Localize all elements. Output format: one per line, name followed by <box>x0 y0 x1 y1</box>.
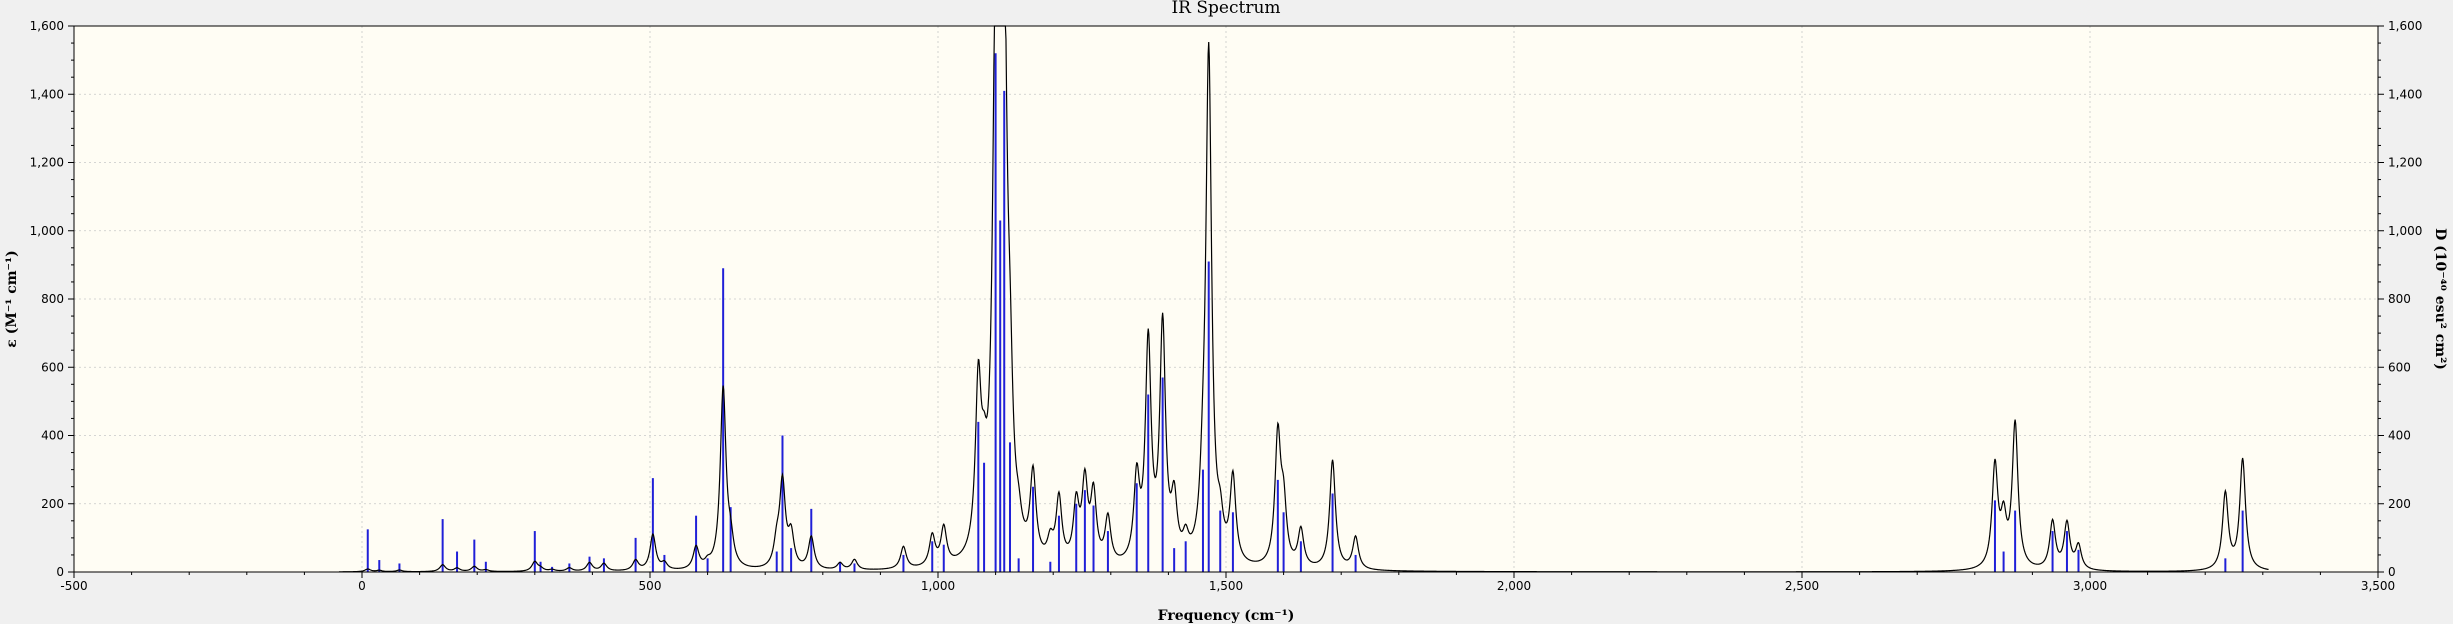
x-tick-label: 3,000 <box>2073 579 2107 593</box>
y-tick-label-right: 200 <box>2388 497 2411 511</box>
x-tick-label: 500 <box>639 579 662 593</box>
x-tick-label: 3,500 <box>2361 579 2395 593</box>
x-tick-label: 0 <box>358 579 366 593</box>
stick-series <box>366 53 2244 572</box>
y-tick-label-right: 1,400 <box>2388 87 2422 101</box>
y-tick-label-left: 1,600 <box>30 19 64 33</box>
y-tick-label-right: 600 <box>2388 360 2411 374</box>
x-tick-label: 1,500 <box>1209 579 1243 593</box>
y-tick-label-right: 800 <box>2388 292 2411 306</box>
y-tick-label-right: 400 <box>2388 429 2411 443</box>
y-tick-label-right: 1,200 <box>2388 156 2422 170</box>
y-tick-label-left: 0 <box>56 565 64 579</box>
y-axis-label-left: ε (M⁻¹ cm⁻¹) <box>4 250 20 347</box>
y-tick-label-right: 0 <box>2388 565 2396 579</box>
chart-title: IR Spectrum <box>1171 0 1280 18</box>
y-tick-label-left: 1,000 <box>30 224 64 238</box>
y-tick-label-left: 600 <box>41 360 64 374</box>
spectrum-line <box>338 25 2269 573</box>
x-axis-label: Frequency (cm⁻¹) <box>1158 608 1295 624</box>
y-tick-label-right: 1,000 <box>2388 224 2422 238</box>
y-tick-label-left: 1,400 <box>30 87 64 101</box>
x-tick-label: 1,000 <box>921 579 955 593</box>
y-tick-label-left: 1,200 <box>30 156 64 170</box>
y-tick-label-left: 200 <box>41 497 64 511</box>
y-axis-label-right: D (10⁻⁴⁰ esu² cm²) <box>2432 228 2448 370</box>
x-tick-label: -500 <box>60 579 87 593</box>
x-tick-label: 2,000 <box>1497 579 1531 593</box>
y-tick-label-left: 800 <box>41 292 64 306</box>
y-tick-label-left: 400 <box>41 429 64 443</box>
y-tick-label-right: 1,600 <box>2388 19 2422 33</box>
x-tick-label: 2,500 <box>1785 579 1819 593</box>
